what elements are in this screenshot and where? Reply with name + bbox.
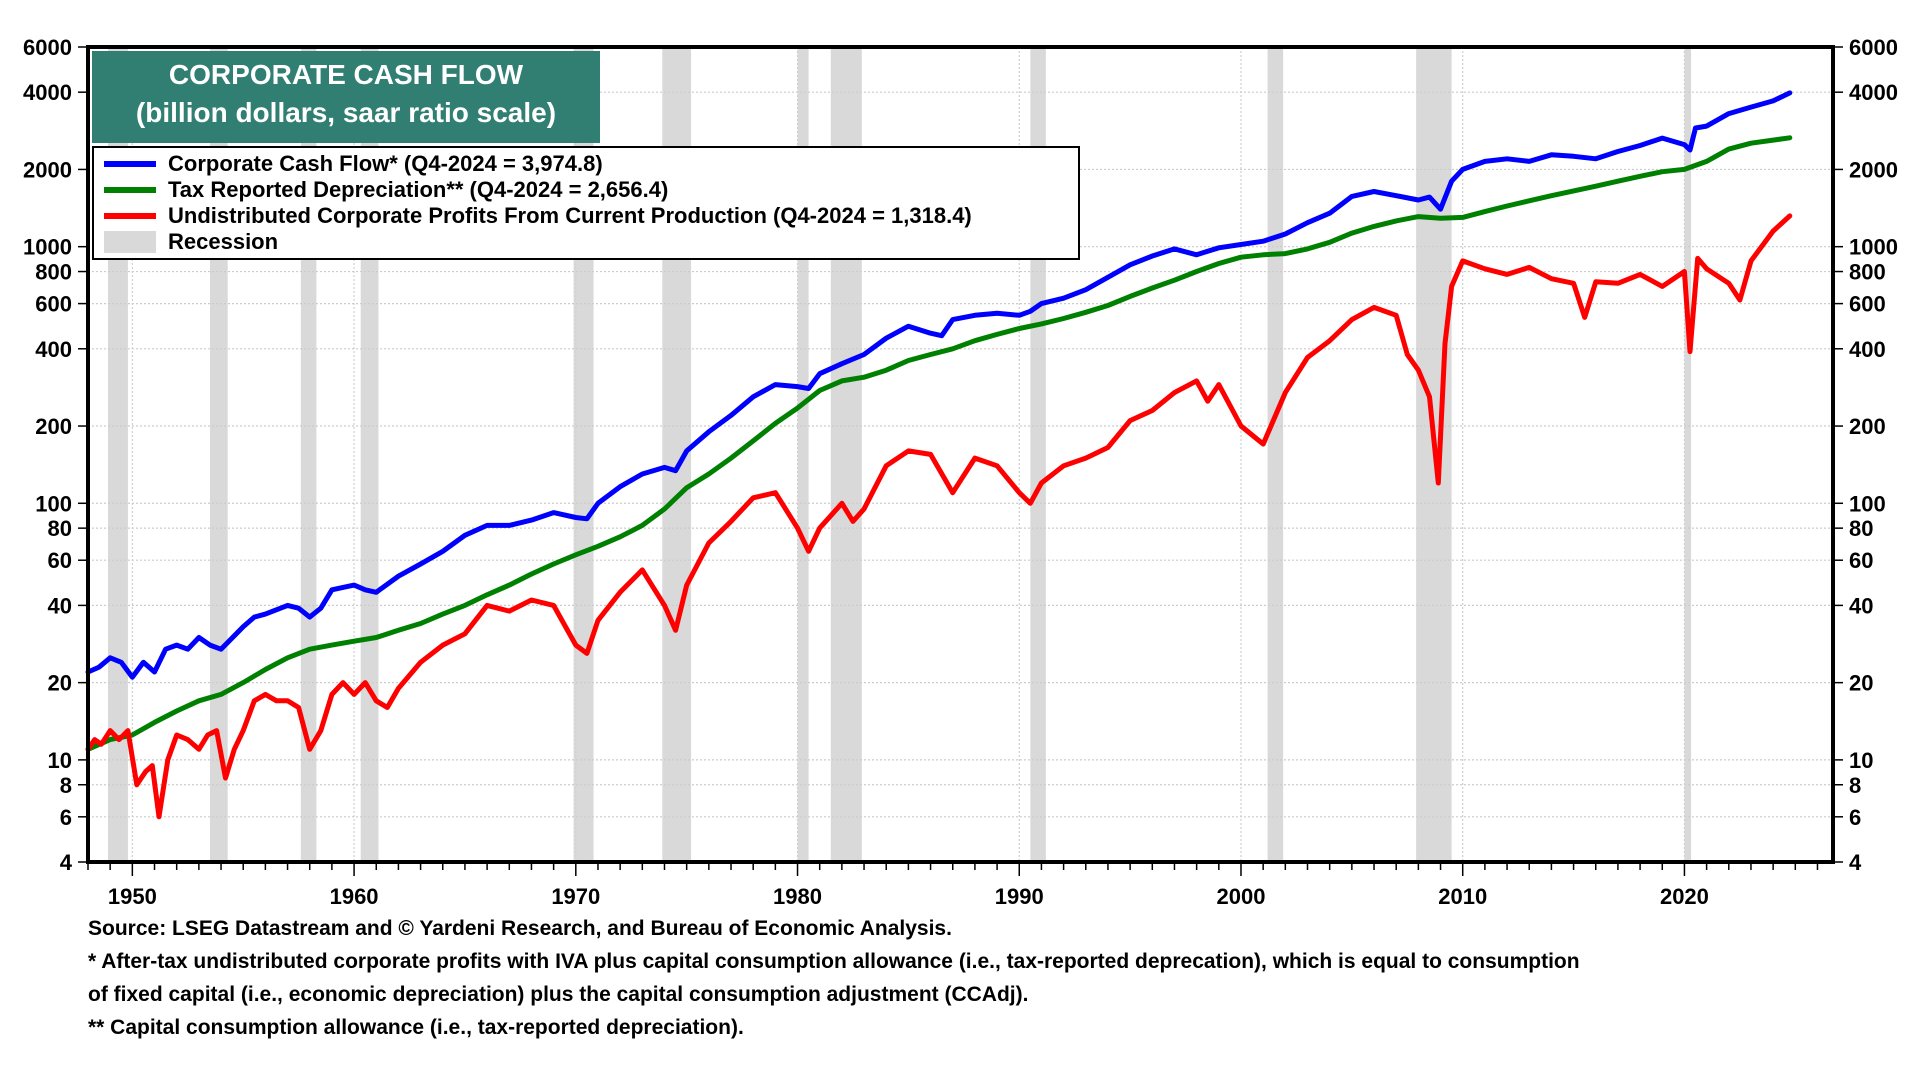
- y-tick-label-left: 20: [48, 671, 72, 696]
- y-tick-label-right: 20: [1849, 671, 1873, 696]
- gridlines: [88, 47, 1833, 862]
- x-tick-label: 1980: [773, 884, 822, 909]
- y-tick-label-right: 8: [1849, 773, 1861, 798]
- y-tick-label-right: 80: [1849, 516, 1873, 541]
- y-tick-label-right: 10: [1849, 748, 1873, 773]
- y-tick-label-right: 400: [1849, 337, 1886, 362]
- y-tick-label-left: 400: [35, 337, 72, 362]
- legend-label: Recession: [168, 229, 279, 254]
- legend-item-recession: Recession: [94, 229, 1078, 255]
- y-tick-label-right: 4000: [1849, 80, 1898, 105]
- x-tick-label: 2020: [1660, 884, 1709, 909]
- legend-label: Corporate Cash Flow* (Q4-2024 = 3,974.8): [168, 151, 603, 176]
- y-tick-label-left: 8: [60, 773, 72, 798]
- y-tick-label-left: 60: [48, 548, 72, 573]
- legend-swatch-gray: [104, 231, 156, 253]
- series-lines: [85, 90, 1793, 820]
- recession-band: [797, 47, 809, 862]
- series-line-2: [85, 213, 1793, 820]
- y-tick-label-left: 40: [48, 593, 72, 618]
- y-tick-label-right: 4: [1849, 850, 1862, 875]
- x-tick-label: 2000: [1217, 884, 1266, 909]
- y-tick-label-left: 6: [60, 805, 72, 830]
- footnotes: Source: LSEG Datastream and © Yardeni Re…: [88, 912, 1848, 1044]
- legend-label: Tax Reported Depreciation** (Q4-2024 = 2…: [168, 177, 669, 202]
- y-tick-label-right: 2000: [1849, 157, 1898, 182]
- y-tick-label-right: 60: [1849, 548, 1873, 573]
- y-tick-label-left: 200: [35, 414, 72, 439]
- y-tick-label-right: 200: [1849, 414, 1886, 439]
- legend-swatch-green: [104, 187, 156, 193]
- y-tick-label-right: 600: [1849, 292, 1886, 317]
- y-tick-label-right: 6000: [1849, 35, 1898, 60]
- x-tick-label: 2010: [1438, 884, 1487, 909]
- y-tick-label-left: 4: [60, 850, 73, 875]
- recession-band: [1267, 47, 1284, 862]
- source-note: Source: LSEG Datastream and © Yardeni Re…: [88, 917, 952, 940]
- legend-item-cash-flow: Corporate Cash Flow* (Q4-2024 = 3,974.8): [94, 151, 1078, 177]
- y-tick-label-right: 40: [1849, 593, 1873, 618]
- y-tick-label-right: 800: [1849, 260, 1886, 285]
- legend: Corporate Cash Flow* (Q4-2024 = 3,974.8)…: [92, 146, 1080, 260]
- x-tick-label: 1990: [995, 884, 1044, 909]
- axes: [86, 45, 1835, 864]
- chart-title-box: CORPORATE CASH FLOW (billion dollars, sa…: [92, 51, 600, 143]
- y-tick-label-right: 1000: [1849, 235, 1898, 260]
- y-tick-label-left: 6000: [23, 35, 72, 60]
- y-tick-label-left: 10: [48, 748, 72, 773]
- y-tick-label-left: 600: [35, 292, 72, 317]
- legend-swatch-blue: [104, 161, 156, 167]
- series-line-0: [85, 90, 1793, 680]
- x-tick-label: 1970: [551, 884, 600, 909]
- footnote-2: ** Capital consumption allowance (i.e., …: [88, 1016, 744, 1039]
- chart-title: CORPORATE CASH FLOW: [168, 59, 524, 90]
- x-tick-label: 1950: [108, 884, 157, 909]
- chart-subtitle: (billion dollars, saar ratio scale): [135, 97, 557, 128]
- y-tick-label-right: 6: [1849, 805, 1861, 830]
- y-tick-label-right: 100: [1849, 491, 1886, 516]
- legend-swatch-red: [104, 213, 156, 219]
- y-tick-label-left: 2000: [23, 157, 72, 182]
- y-tick-label-left: 4000: [23, 80, 72, 105]
- y-tick-label-left: 1000: [23, 235, 72, 260]
- series-line-1: [85, 135, 1793, 752]
- y-tick-label-left: 80: [48, 516, 72, 541]
- footnote-1-cont: of fixed capital (i.e., economic depreci…: [88, 983, 1029, 1006]
- plot-frame: [86, 45, 1835, 864]
- legend-label: Undistributed Corporate Profits From Cur…: [168, 203, 972, 228]
- y-tick-label-left: 100: [35, 491, 72, 516]
- recession-band: [1684, 47, 1692, 862]
- x-axis-ticks: 1950 1960 1970 1980 1990 2000 2010 2020: [87, 862, 1819, 909]
- x-tick-label: 1960: [330, 884, 379, 909]
- y-tick-label-left: 800: [35, 260, 72, 285]
- legend-item-undistributed-profits: Undistributed Corporate Profits From Cur…: [94, 203, 1078, 229]
- legend-item-depreciation: Tax Reported Depreciation** (Q4-2024 = 2…: [94, 177, 1078, 203]
- footnote-1: * After-tax undistributed corporate prof…: [88, 950, 1580, 973]
